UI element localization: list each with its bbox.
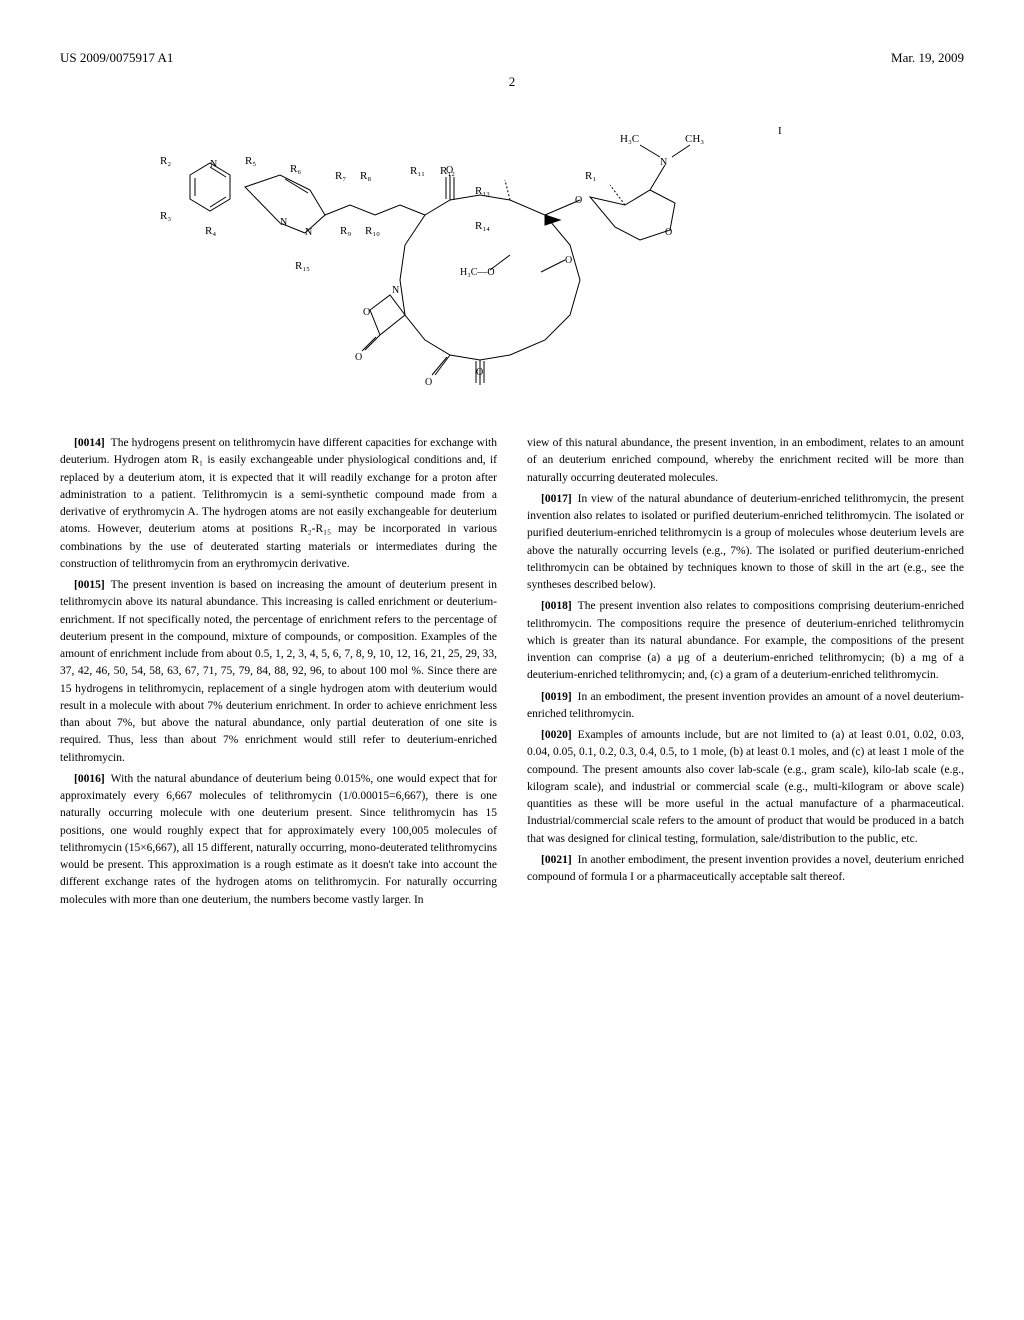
label-r5: R₅ [245,155,256,167]
svg-text:O: O [575,195,582,206]
ptext-18: The present invention also relates to co… [527,600,964,681]
label-r14: R₁₄ [475,220,490,232]
ptext-16: With the natural abundance of deuterium … [60,773,497,906]
pnum-17: [0017] [541,493,572,505]
label-r12: R₁₂ [440,165,455,177]
label-r4: R₄ [205,225,216,237]
label-r13: R₁₃ [475,185,490,197]
ptext-19: In an embodiment, the present invention … [527,691,964,720]
pnum-21: [0021] [541,854,572,866]
svg-text:O: O [355,352,362,363]
label-r9: R₉ [340,225,351,237]
document-number: US 2009/0075917 A1 [60,50,173,66]
svg-text:O: O [425,377,432,388]
pnum-20: [0020] [541,729,572,741]
label-r10: R₁₀ [365,225,380,237]
chemical-structure-diagram: N N N O O N O O O O [60,115,964,405]
ptext-15: The present invention is based on increa… [60,579,497,764]
svg-text:O: O [665,227,672,238]
ptext-20: Examples of amounts include, but are not… [527,729,964,845]
svg-text:N: N [392,285,399,296]
formula-id: I [778,125,782,137]
page-number: 2 [60,74,964,90]
molecule-svg: N N N O O N O O O O [150,115,870,405]
label-r2: R₂ [160,155,171,167]
para-18: [0018]The present invention also relates… [527,598,964,684]
para-21: [0021]In another embodiment, the present… [527,852,964,887]
label-h3c: H₃C [620,133,639,145]
ptext-14: The hydrogens present on telithromycin h… [60,437,497,570]
label-r3: R₃ [160,210,171,222]
svg-text:N: N [210,159,217,170]
pnum-18: [0018] [541,600,572,612]
pnum-19: [0019] [541,691,572,703]
ptext-17: In view of the natural abundance of deut… [527,493,964,591]
svg-text:H₃C—O: H₃C—O [460,267,495,278]
svg-text:N: N [305,227,312,238]
label-ch3: CH₃ [685,133,704,145]
label-r1: R₁ [585,170,596,182]
svg-text:O: O [565,255,572,266]
para-17: [0017]In view of the natural abundance o… [527,491,964,595]
publication-date: Mar. 19, 2009 [891,50,964,66]
label-r8: R₈ [360,170,371,182]
para-16: [0016]With the natural abundance of deut… [60,771,497,909]
para-14: [0014]The hydrogens present on telithrom… [60,435,497,573]
pnum-15: [0015] [74,579,105,591]
para-19: [0019]In an embodiment, the present inve… [527,689,964,724]
para-15: [0015]The present invention is based on … [60,577,497,767]
page-header: US 2009/0075917 A1 Mar. 19, 2009 [60,50,964,66]
label-r7: R₇ [335,170,346,182]
svg-text:N: N [660,157,667,168]
label-r15: R₁₅ [295,260,310,272]
pnum-14: [0014] [74,437,105,449]
svg-text:O: O [363,307,370,318]
ptext-21: In another embodiment, the present inven… [527,854,964,883]
label-r6: R₆ [290,163,301,175]
body-columns: [0014]The hydrogens present on telithrom… [60,435,964,913]
pnum-16: [0016] [74,773,105,785]
svg-text:N: N [280,217,287,228]
label-r11: R₁₁ [410,165,425,177]
right-column: view of this natural abundance, the pres… [527,435,964,913]
left-column: [0014]The hydrogens present on telithrom… [60,435,497,913]
para-20: [0020]Examples of amounts include, but a… [527,727,964,848]
para-16-cont: view of this natural abundance, the pres… [527,435,964,487]
